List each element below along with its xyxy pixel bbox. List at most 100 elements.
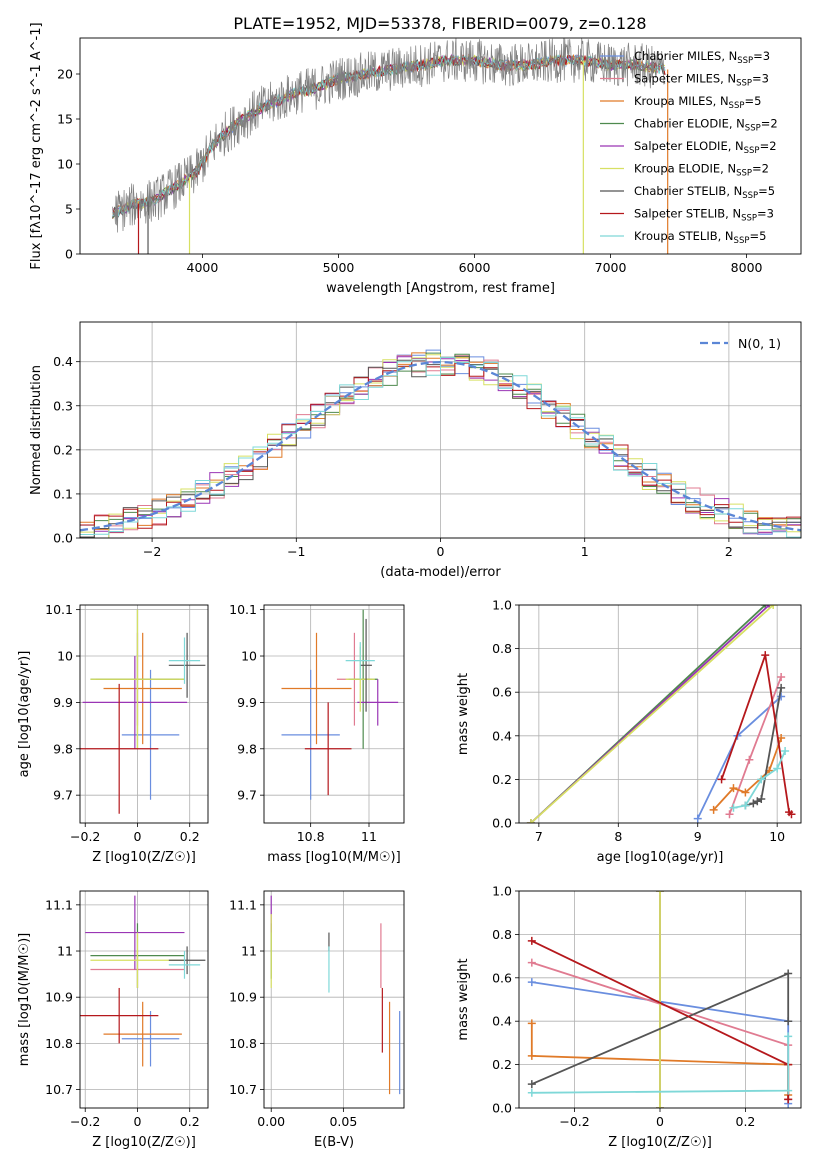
x-axis-label: mass [log10(M/M☉)]	[267, 850, 400, 865]
x-tick-label: 10.8	[297, 829, 325, 844]
y-tick-label: 11	[241, 944, 257, 959]
y-tick-label: 0.6	[492, 970, 512, 985]
x-tick-label: 0.2	[736, 1114, 756, 1129]
plot-area-residuals	[80, 349, 801, 538]
y-tick-label: 10.8	[229, 1036, 257, 1051]
plot-area-mass-vs-Z	[80, 895, 206, 1067]
y-tick-label: 10.9	[229, 990, 257, 1005]
marker-kroupa-elodie	[656, 891, 664, 895]
y-tick-label: 1.0	[492, 598, 512, 613]
x-tick-label: 0	[133, 1114, 141, 1129]
x-tick-label: −0.2	[559, 1114, 589, 1129]
marker-chabrier-stelib	[784, 1017, 793, 1026]
marker-salpeter-stelib	[527, 936, 536, 945]
marker-kroupa-stelib	[781, 747, 790, 756]
y-tick-label: 0.2	[53, 442, 73, 457]
y-tick-label: 0.0	[492, 1101, 512, 1116]
series-line-kroupa-elodie	[530, 605, 774, 823]
x-axis-label: (data-model)/error	[380, 565, 501, 580]
marker-kroupa-miles	[741, 788, 750, 797]
x-tick-label: 0.2	[180, 1114, 200, 1129]
marker-kroupa-stelib	[784, 1032, 793, 1041]
y-tick-label: 9.8	[237, 741, 257, 756]
y-axis-label: Normed distribution	[29, 365, 44, 495]
y-tick-label: 0.4	[492, 728, 512, 743]
x-axis-label: E(B-V)	[314, 1135, 354, 1150]
axes-mass-vs-EBV: 0.00 0.05 10.7 10.8 10.9 11 11.1 E(B-V)	[229, 891, 404, 1150]
observed-spectrum	[112, 38, 666, 233]
y-tick-label: 15	[57, 112, 73, 127]
plot-area-weight-vs-age	[526, 605, 796, 823]
x-tick-label: −0.2	[70, 1114, 100, 1129]
marker-kroupa-stelib	[773, 764, 782, 773]
x-tick-label: −1	[287, 544, 305, 559]
legend-entry: Chabrier MILES, NSSP=3	[634, 49, 770, 66]
series-line-salpeter-stelib	[720, 654, 793, 815]
marker-chabrier-miles	[693, 814, 702, 823]
y-tick-label: 10	[57, 649, 73, 664]
axes-spectrum: 4000 5000 6000 7000 8000 0 5 10 15 20 wavelength […	[29, 22, 763, 296]
marker-kroupa-stelib	[729, 803, 738, 812]
y-axis-label: age [log10(age/yr)]	[17, 651, 32, 778]
marker-salpeter-miles	[745, 755, 754, 764]
frame-mass-vs-Z	[79, 890, 209, 1109]
y-tick-label: 0.2	[492, 772, 512, 787]
plot-area-weight-vs-Z	[527, 891, 793, 1108]
y-tick-label: 0	[65, 247, 73, 262]
y-tick-label: 9.8	[53, 741, 73, 756]
marker-salpeter-miles	[527, 958, 536, 967]
frame-mass-vs-EBV	[263, 890, 405, 1109]
y-tick-label: 0.4	[492, 1014, 512, 1029]
x-tick-label: −0.2	[70, 829, 100, 844]
legend-entry: Chabrier STELIB, NSSP=5	[634, 184, 775, 201]
y-tick-label: 0.3	[53, 398, 73, 413]
marker-kroupa-stelib	[784, 1086, 793, 1095]
x-tick-label: 7000	[595, 260, 627, 275]
y-tick-label: 10.7	[45, 1082, 73, 1097]
y-tick-label: 9.7	[53, 788, 73, 803]
x-tick-label: 0	[437, 544, 445, 559]
legend: N(0, 1)	[700, 336, 781, 351]
legend: Chabrier MILES, NSSP=3 Salpeter MILES, NS…	[600, 49, 778, 246]
plot-area-age-vs-mass	[281, 609, 399, 800]
x-tick-label: 4000	[187, 260, 219, 275]
y-tick-label: 10.9	[45, 990, 73, 1005]
x-tick-label: −2	[143, 544, 161, 559]
marker-salpeter-stelib	[787, 810, 796, 819]
frame-residuals	[79, 321, 802, 539]
frame-age-vs-mass	[263, 604, 405, 824]
x-tick-label: 11	[361, 829, 377, 844]
legend-entry: Kroupa STELIB, NSSP=5	[634, 229, 766, 246]
y-tick-label: 0.4	[53, 354, 73, 369]
y-tick-label: 11	[57, 944, 73, 959]
legend-entry: Salpeter STELIB, NSSP=3	[634, 207, 774, 224]
y-tick-label: 0.2	[492, 1057, 512, 1072]
marker-salpeter-miles	[777, 672, 786, 681]
legend-entry: Kroupa MILES, NSSP=5	[634, 94, 761, 111]
marker-kroupa-miles	[729, 784, 738, 793]
y-tick-label: 10.7	[229, 1082, 257, 1097]
x-tick-label: 0	[133, 829, 141, 844]
y-tick-label: 11.1	[229, 897, 257, 912]
y-tick-label: 1.0	[492, 884, 512, 899]
y-tick-label: 10.8	[45, 1036, 73, 1051]
x-tick-label: 8000	[731, 260, 763, 275]
x-tick-label: 0.05	[329, 1114, 357, 1129]
marker-kroupa-elodie	[526, 819, 535, 823]
x-axis-label: Z [log10(Z/Z☉)]	[92, 1135, 196, 1150]
gaussian-curve	[80, 360, 801, 532]
y-tick-label: 0.1	[53, 486, 73, 501]
y-tick-label: 0.8	[492, 641, 512, 656]
frame-spectrum	[79, 37, 802, 255]
marker-chabrier-miles	[777, 692, 786, 701]
histogram-kroupa-stelib	[80, 356, 801, 538]
plot-area-age-vs-Z	[80, 609, 206, 814]
marker-chabrier-stelib	[527, 1080, 536, 1089]
plot-area-mass-vs-EBV	[270, 895, 401, 1095]
marker-chabrier-stelib	[757, 795, 766, 804]
legend-entry: Salpeter MILES, NSSP=3	[634, 72, 769, 89]
legend-entry: N(0, 1)	[738, 336, 781, 351]
x-axis-label: age [log10(age/yr)]	[597, 850, 724, 865]
marker-salpeter-stelib	[784, 1095, 793, 1104]
